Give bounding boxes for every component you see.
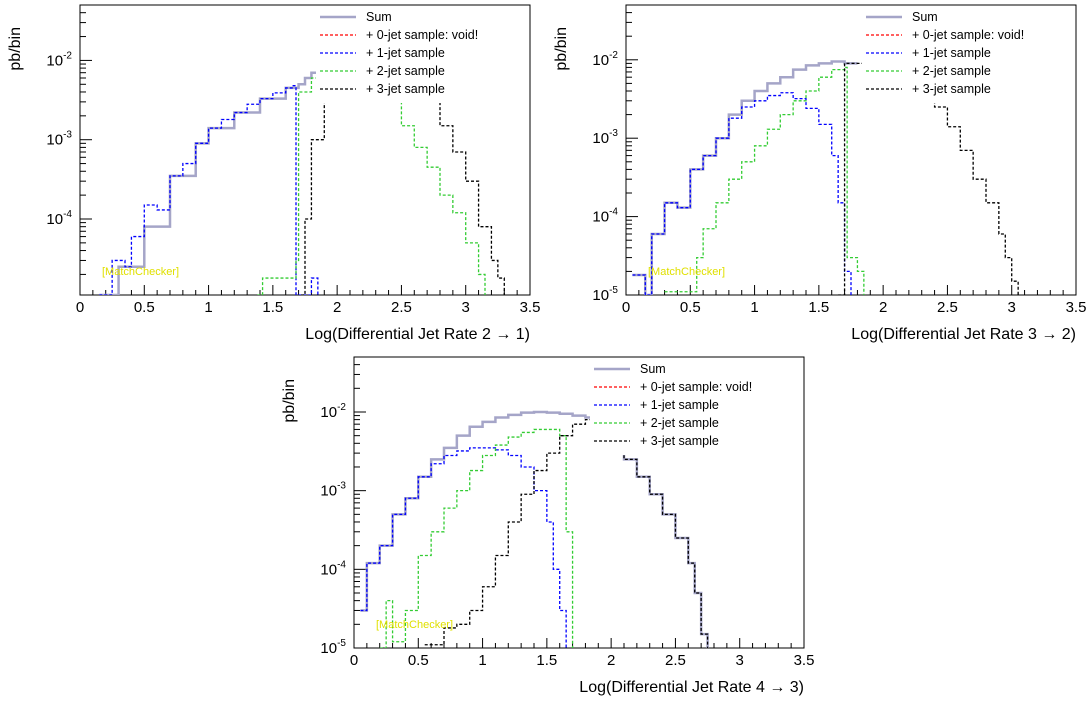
series-line-jet2 bbox=[257, 72, 486, 295]
legend-label-jet1: + 1-jet sample bbox=[912, 46, 991, 60]
series-line-jet2 bbox=[664, 66, 865, 295]
y-tick-label: 10-4 bbox=[592, 207, 618, 226]
x-tick-label: 0 bbox=[350, 652, 358, 669]
legend-label-sum: Sum bbox=[366, 10, 392, 24]
x-tick-label: 2.5 bbox=[937, 299, 958, 316]
x-tick-label: 2 bbox=[879, 299, 887, 316]
x-tick-label: 2 bbox=[607, 652, 615, 669]
x-tick-label: 0 bbox=[622, 299, 630, 316]
legend-label-jet3: + 3-jet sample bbox=[640, 434, 719, 448]
x-tick-label: 1.5 bbox=[536, 652, 557, 669]
legend-label-jet2: + 2-jet sample bbox=[912, 64, 991, 78]
legend-label-jet2: + 2-jet sample bbox=[640, 416, 719, 430]
series-line-sum bbox=[99, 66, 321, 295]
x-axis-label: Log(Differential Jet Rate 4 → 3) bbox=[579, 679, 804, 696]
y-tick-label: 10-5 bbox=[320, 638, 346, 657]
chart-panel-3: 0 0.5 1 1.5 2 2.5 3 3.5 10-5 10-4 10-3 10-2 Log(Diff… bbox=[281, 356, 815, 696]
watermark-label: [MatchChecker] bbox=[648, 266, 725, 278]
x-tick-label: 0 bbox=[76, 299, 84, 316]
y-tick-label: 10-2 bbox=[320, 402, 346, 421]
x-tick-label: 0.5 bbox=[680, 299, 701, 316]
x-tick-label: 3.5 bbox=[520, 299, 541, 316]
series-line-jet1 bbox=[99, 85, 319, 295]
legend-box bbox=[862, 9, 1067, 103]
legend-label-jet0: + 0-jet sample: void! bbox=[366, 28, 478, 42]
y-tick-label: 10-3 bbox=[320, 481, 346, 500]
legend-box bbox=[590, 361, 795, 455]
series-line-jet2 bbox=[379, 428, 574, 648]
y-tick-label: 10-2 bbox=[46, 50, 72, 69]
x-tick-label: 0.5 bbox=[408, 652, 429, 669]
legend-box bbox=[316, 9, 521, 103]
legend-label-jet3: + 3-jet sample bbox=[366, 82, 445, 96]
chart-panel-1: 0 0.5 1 1.5 2 2.5 3 3.5 10-4 10-3 10-2 Log(Differen… bbox=[7, 4, 541, 343]
x-tick-label: 3 bbox=[736, 652, 744, 669]
y-tick-label: 10-3 bbox=[592, 128, 618, 147]
y-tick-label: 10-5 bbox=[592, 285, 618, 304]
x-tick-label: 1.5 bbox=[262, 299, 283, 316]
x-tick-label: 1 bbox=[750, 299, 758, 316]
legend-label-jet3: + 3-jet sample bbox=[912, 82, 991, 96]
legend-label-jet0: + 0-jet sample: void! bbox=[640, 380, 752, 394]
x-tick-label: 2.5 bbox=[665, 652, 686, 669]
series-line-sum bbox=[632, 60, 858, 295]
y-axis-label: pb/bin bbox=[281, 379, 298, 423]
chart-panel-2: 0 0.5 1 1.5 2 2.5 3 3.5 10-5 10-4 10-3 10-2 Log(Diff… bbox=[553, 4, 1087, 343]
x-tick-label: 3.5 bbox=[794, 652, 815, 669]
y-tick-label: 10-4 bbox=[46, 209, 72, 228]
x-tick-label: 0.5 bbox=[134, 299, 155, 316]
y-tick-label: 10-3 bbox=[46, 130, 72, 149]
series-line-jet1 bbox=[632, 92, 852, 295]
y-tick-label: 10-4 bbox=[320, 559, 346, 578]
legend-label-jet1: + 1-jet sample bbox=[366, 46, 445, 60]
x-axis-label: Log(Differential Jet Rate 2 → 1) bbox=[305, 326, 530, 343]
y-axis-label: pb/bin bbox=[553, 27, 570, 71]
x-tick-label: 2 bbox=[333, 299, 341, 316]
legend-label-jet0: + 0-jet sample: void! bbox=[912, 28, 1024, 42]
x-tick-label: 1 bbox=[478, 652, 486, 669]
series-line-jet3 bbox=[301, 77, 505, 295]
x-tick-label: 2.5 bbox=[391, 299, 412, 316]
x-tick-label: 1.5 bbox=[808, 299, 829, 316]
series-line-jet3 bbox=[424, 418, 709, 648]
legend-label-sum: Sum bbox=[640, 362, 666, 376]
watermark-label: [MatchChecker] bbox=[376, 619, 453, 631]
y-axis-label: pb/bin bbox=[7, 27, 24, 71]
x-tick-label: 3.5 bbox=[1066, 299, 1087, 316]
legend-label-sum: Sum bbox=[912, 10, 938, 24]
series-line-jet1 bbox=[360, 447, 567, 648]
watermark-label: [MatchChecker] bbox=[102, 266, 179, 278]
x-tick-label: 3 bbox=[1008, 299, 1016, 316]
x-tick-label: 1 bbox=[204, 299, 212, 316]
series-line-jet3 bbox=[838, 62, 1019, 295]
legend-label-jet1: + 1-jet sample bbox=[640, 398, 719, 412]
x-tick-label: 3 bbox=[462, 299, 470, 316]
legend-label-jet2: + 2-jet sample bbox=[366, 64, 445, 78]
x-axis-label: Log(Differential Jet Rate 3 → 2) bbox=[851, 326, 1076, 343]
y-tick-label: 10-2 bbox=[592, 50, 618, 69]
